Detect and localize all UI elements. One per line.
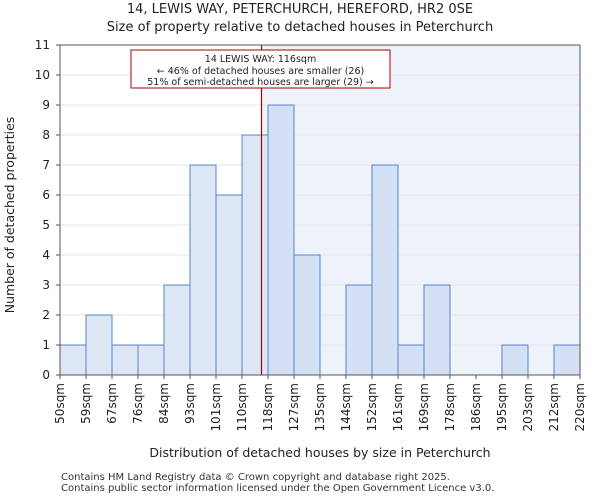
- histogram-bar: [501, 344, 529, 376]
- annotation-line-2: ← 46% of detached houses are smaller (26…: [157, 66, 364, 77]
- x-tick-label: 195sqm: [495, 383, 509, 431]
- x-tick-label: 67sqm: [105, 383, 119, 424]
- histogram-bar: [215, 194, 243, 376]
- y-tick-label: 1: [42, 338, 50, 352]
- x-tick-label: 59sqm: [79, 383, 93, 424]
- footer-line-2: Contains public sector information licen…: [61, 483, 495, 494]
- y-tick-label: 6: [42, 188, 50, 202]
- x-tick-label: 161sqm: [391, 383, 405, 431]
- histogram-bar: [85, 314, 113, 376]
- x-tick-label: 127sqm: [287, 383, 301, 431]
- histogram-bar: [189, 164, 217, 376]
- y-tick-label: 11: [35, 38, 50, 52]
- x-tick-label: 93sqm: [183, 383, 197, 424]
- histogram-bar: [371, 164, 399, 376]
- histogram-bar: [59, 344, 87, 376]
- histogram-bar: [423, 284, 451, 376]
- histogram-bar: [293, 254, 321, 376]
- x-tick-label: 76sqm: [131, 383, 145, 424]
- annotation-line-3: 51% of semi-detached houses are larger (…: [147, 77, 374, 88]
- histogram-bar: [397, 344, 425, 376]
- x-tick-label: 152sqm: [365, 383, 379, 431]
- x-tick-label: 118sqm: [261, 383, 275, 431]
- plot-frame: [59, 44, 581, 376]
- y-tick-label: 4: [42, 248, 50, 262]
- x-tick-label: 178sqm: [443, 383, 457, 431]
- y-tick-label: 3: [42, 278, 50, 292]
- x-tick-label: 110sqm: [235, 383, 249, 431]
- y-tick-label: 10: [35, 68, 50, 82]
- x-tick-label: 135sqm: [313, 383, 327, 431]
- footer-line-1: Contains HM Land Registry data © Crown c…: [61, 472, 450, 483]
- histogram-bar: [345, 284, 373, 376]
- x-axis-label: Distribution of detached houses by size …: [149, 445, 490, 460]
- y-tick-label: 0: [42, 368, 50, 382]
- x-tick-label: 203sqm: [521, 383, 535, 431]
- x-tick-label: 50sqm: [53, 383, 67, 424]
- histogram-bar: [241, 134, 269, 376]
- y-tick-label: 5: [42, 218, 50, 232]
- x-tick-label: 144sqm: [339, 383, 353, 431]
- annotation-line-1: 14 LEWIS WAY: 116sqm: [205, 54, 316, 65]
- x-tick-label: 169sqm: [417, 383, 431, 431]
- x-tick-label: 220sqm: [573, 383, 587, 431]
- histogram-bar: [553, 344, 581, 376]
- y-tick-label: 8: [42, 128, 50, 142]
- annotation-box: [130, 49, 391, 89]
- y-tick-label: 9: [42, 98, 50, 112]
- x-tick-label: 84sqm: [157, 383, 171, 424]
- histogram-bar: [267, 104, 295, 376]
- histogram-bar: [111, 344, 139, 376]
- y-tick-label: 2: [42, 308, 50, 322]
- x-tick-label: 186sqm: [469, 383, 483, 431]
- chart-title: 14, LEWIS WAY, PETERCHURCH, HEREFORD, HR…: [126, 2, 474, 17]
- histogram-bar: [137, 344, 165, 376]
- histogram-bar: [163, 284, 191, 376]
- x-tick-label: 212sqm: [547, 383, 561, 431]
- chart-subtitle: Size of property relative to detached ho…: [106, 20, 494, 35]
- y-tick-label: 7: [42, 158, 50, 172]
- x-tick-label: 101sqm: [209, 383, 223, 431]
- y-axis-label: Number of detached properties: [2, 117, 17, 314]
